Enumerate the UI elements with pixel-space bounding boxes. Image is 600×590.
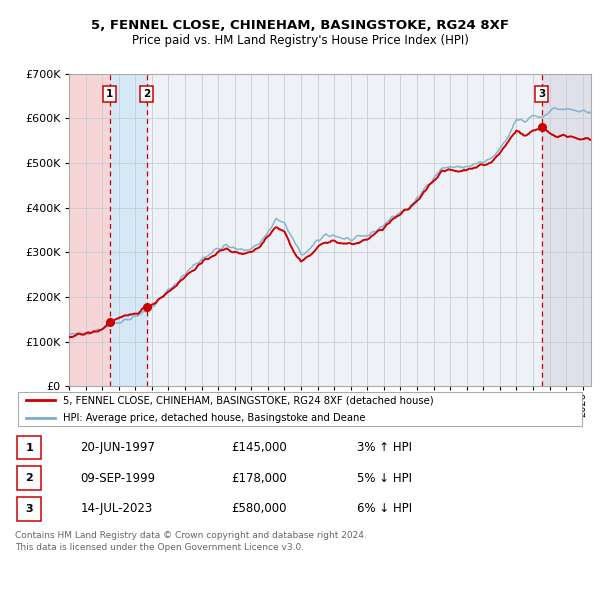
Text: 5, FENNEL CLOSE, CHINEHAM, BASINGSTOKE, RG24 8XF: 5, FENNEL CLOSE, CHINEHAM, BASINGSTOKE, … [91, 19, 509, 32]
Text: 1: 1 [25, 442, 33, 453]
Text: £580,000: £580,000 [232, 503, 287, 516]
Bar [69, 74, 110, 386]
Text: £145,000: £145,000 [232, 441, 287, 454]
Text: 1: 1 [106, 89, 113, 99]
Text: Contains HM Land Registry data © Crown copyright and database right 2024.
This d: Contains HM Land Registry data © Crown c… [15, 531, 367, 552]
Text: 2: 2 [143, 89, 151, 99]
Text: 6% ↓ HPI: 6% ↓ HPI [357, 503, 412, 516]
Text: Price paid vs. HM Land Registry's House Price Index (HPI): Price paid vs. HM Land Registry's House … [131, 34, 469, 47]
Text: 20-JUN-1997: 20-JUN-1997 [80, 441, 155, 454]
Bar [542, 74, 591, 386]
Bar [110, 74, 147, 386]
Text: 5% ↓ HPI: 5% ↓ HPI [357, 472, 412, 485]
Text: 2: 2 [25, 473, 33, 483]
FancyBboxPatch shape [17, 466, 41, 490]
Text: 09-SEP-1999: 09-SEP-1999 [80, 472, 155, 485]
Text: 14-JUL-2023: 14-JUL-2023 [80, 503, 153, 516]
FancyBboxPatch shape [18, 392, 582, 426]
Text: 5, FENNEL CLOSE, CHINEHAM, BASINGSTOKE, RG24 8XF (detached house): 5, FENNEL CLOSE, CHINEHAM, BASINGSTOKE, … [64, 395, 434, 405]
Text: HPI: Average price, detached house, Basingstoke and Deane: HPI: Average price, detached house, Basi… [64, 413, 366, 423]
Text: 3: 3 [538, 89, 545, 99]
FancyBboxPatch shape [17, 435, 41, 460]
Text: 3: 3 [25, 504, 33, 514]
Text: 3% ↑ HPI: 3% ↑ HPI [357, 441, 412, 454]
FancyBboxPatch shape [17, 497, 41, 521]
Text: £178,000: £178,000 [232, 472, 287, 485]
